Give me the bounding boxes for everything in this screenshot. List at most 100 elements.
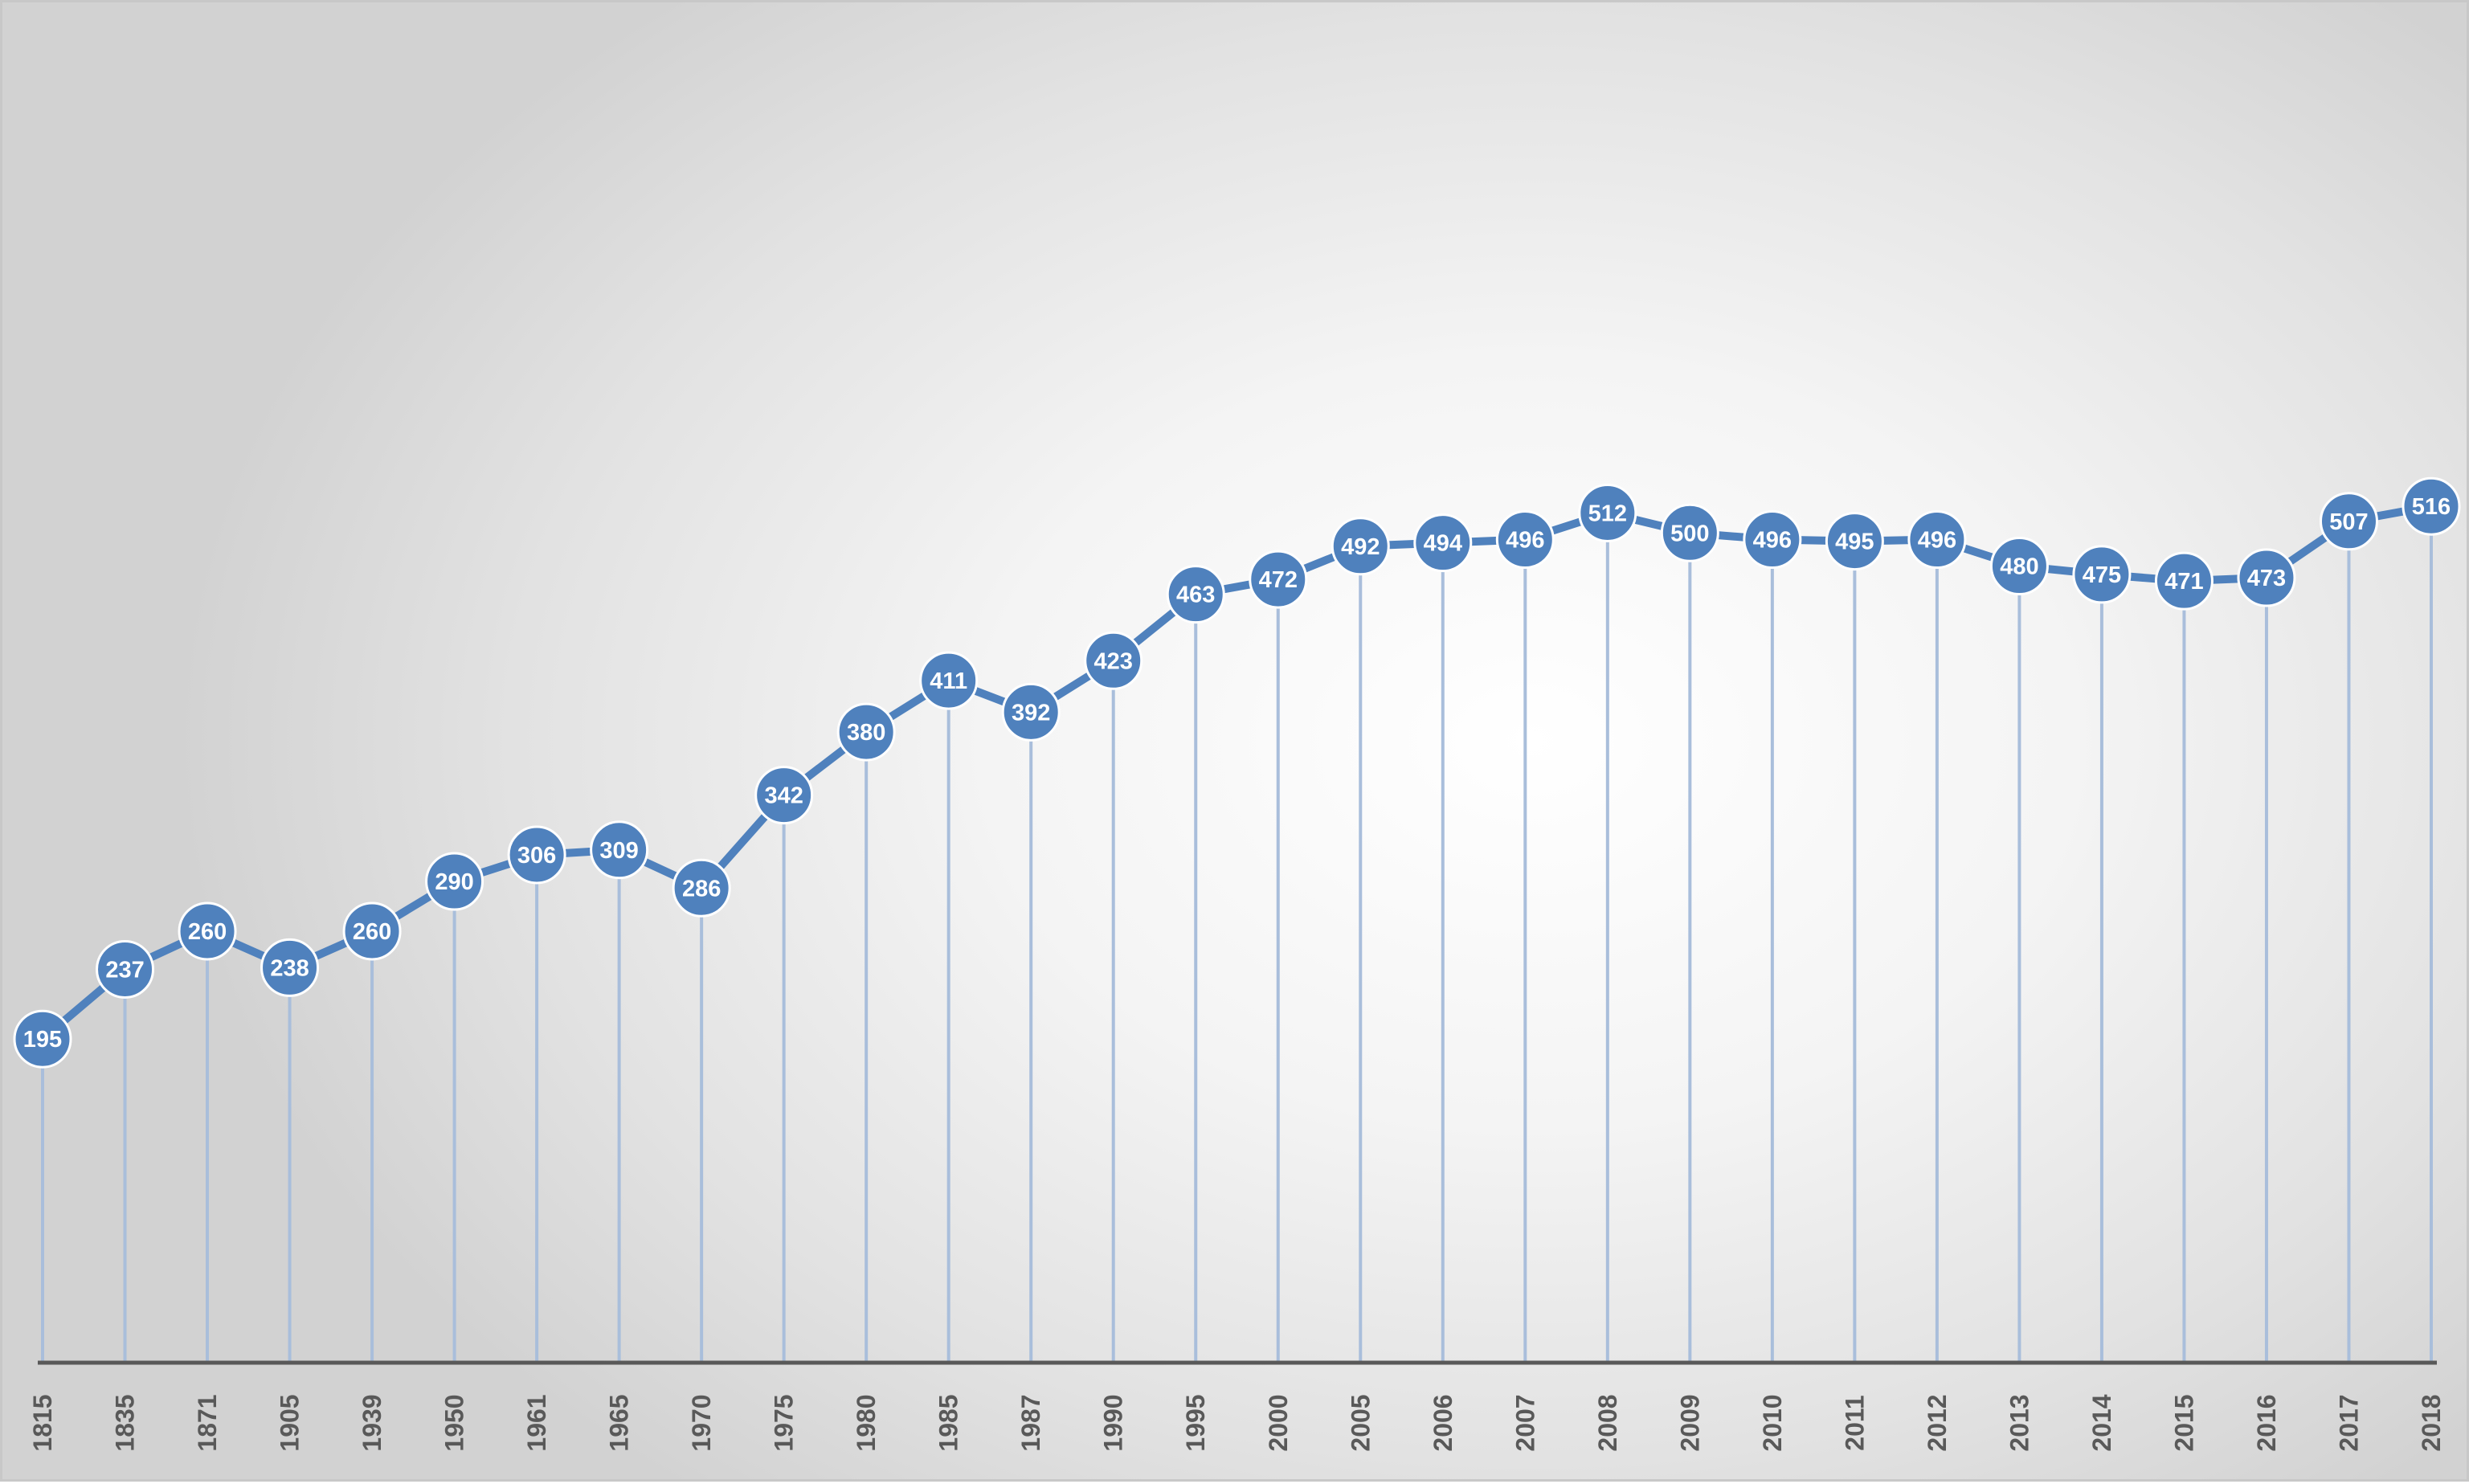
data-label: 500 [1670,521,1709,546]
x-tick-label: 2000 [1264,1394,1293,1451]
data-label: 496 [1918,528,1956,554]
data-point: 306 [507,825,566,885]
x-tick-label: 2009 [1675,1394,1704,1451]
x-tick-label: 1975 [770,1394,799,1451]
data-point-marker [1084,631,1143,690]
data-label: 260 [353,919,391,945]
x-tick-label: 1970 [687,1394,716,1451]
data-label: 463 [1176,583,1215,608]
data-point: 463 [1166,565,1225,624]
data-point: 496 [1743,510,1802,570]
x-tick-label: 1871 [193,1394,222,1451]
data-label: 480 [2000,554,2038,580]
data-label: 472 [1259,567,1298,593]
data-label: 516 [2412,494,2451,520]
data-point: 342 [754,766,814,825]
data-label: 494 [1424,531,1462,557]
data-label: 507 [2329,509,2368,535]
data-point-marker [2237,548,2296,607]
data-point: 496 [1907,510,1967,570]
data-label: 380 [847,720,885,746]
data-point-marker [2402,476,2461,536]
x-tick-label: 2017 [2334,1394,2363,1451]
data-point-marker [1578,483,1637,542]
x-tick-label: 2005 [1346,1394,1375,1451]
data-point: 507 [2319,492,2378,551]
data-point: 516 [2402,476,2461,536]
data-point-marker [919,651,979,710]
data-point: 411 [919,651,979,710]
data-label: 309 [599,838,638,864]
drop-lines [41,506,2433,1363]
data-point-marker [672,858,731,918]
data-point-marker [1743,510,1802,570]
data-point: 494 [1413,513,1473,573]
data-point-marker [178,901,237,961]
x-tick-label: 2016 [2252,1394,2281,1451]
data-point: 290 [425,852,484,911]
data-point-marker [342,901,402,961]
data-label: 473 [2247,566,2286,591]
x-tick-label: 2011 [1840,1395,1869,1450]
x-axis-ticks: 1815 1835 1871 1905 1939 1950 1961 1965 1970 1975… [28,1394,2446,1451]
data-point: 495 [1825,512,1884,571]
x-tick-label: 1835 [111,1394,140,1451]
data-point: 492 [1331,517,1390,576]
data-label: 260 [188,919,227,945]
data-point-marker [96,939,155,999]
data-point: 512 [1578,483,1637,542]
x-tick-label: 2015 [2169,1394,2198,1451]
data-point: 237 [96,939,155,999]
data-point-marker [1331,517,1390,576]
x-tick-label: 2012 [1923,1394,1952,1451]
data-point: 392 [1001,682,1061,742]
data-point: 380 [836,702,896,762]
data-point-marker [1001,682,1061,742]
data-label: 392 [1012,700,1050,726]
data-label: 475 [2083,562,2121,588]
data-point-marker [1825,512,1884,571]
data-point-marker [260,938,320,997]
x-tick-label: 2010 [1758,1394,1787,1451]
data-label: 496 [1753,528,1792,554]
data-point-marker [754,766,814,825]
data-point: 475 [2072,545,2132,604]
x-tick-label: 2018 [2417,1394,2446,1451]
data-point: 480 [1989,537,2049,596]
data-point: 260 [342,901,402,961]
data-point-marker [836,702,896,762]
data-label: 495 [1835,529,1874,555]
data-label: 512 [1588,501,1627,526]
x-tick-label: 1950 [440,1394,469,1451]
x-tick-label: 2008 [1593,1394,1622,1451]
data-point: 473 [2237,548,2296,607]
x-tick-label: 2014 [2087,1394,2116,1451]
x-tick-label: 1815 [28,1394,57,1451]
data-points: 195 237 260 238 260 290 306 309 286 342 380 411 392 4… [13,476,2461,1069]
x-tick-label: 2006 [1429,1394,1457,1451]
data-label: 496 [1506,528,1544,554]
data-label: 290 [435,869,473,895]
data-label: 492 [1341,534,1380,560]
data-point-marker [1989,537,2049,596]
data-label: 238 [270,955,309,981]
data-label: 286 [682,876,721,901]
data-label: 423 [1094,648,1133,674]
x-tick-label: 1995 [1181,1394,1210,1451]
data-point-marker [507,825,566,885]
data-point-marker [1495,510,1555,570]
x-tick-label: 1965 [605,1394,634,1451]
x-tick-label: 1990 [1099,1394,1128,1451]
data-label: 471 [2164,569,2203,595]
data-point: 423 [1084,631,1143,690]
data-point-marker [13,1009,72,1069]
data-point-marker [1166,565,1225,624]
data-point: 472 [1249,550,1308,609]
data-point-marker [1660,503,1719,562]
data-label: 342 [764,783,803,809]
x-tick-label: 2013 [2005,1394,2034,1451]
data-point-marker [425,852,484,911]
data-point: 500 [1660,503,1719,562]
x-tick-label: 1961 [522,1394,551,1451]
